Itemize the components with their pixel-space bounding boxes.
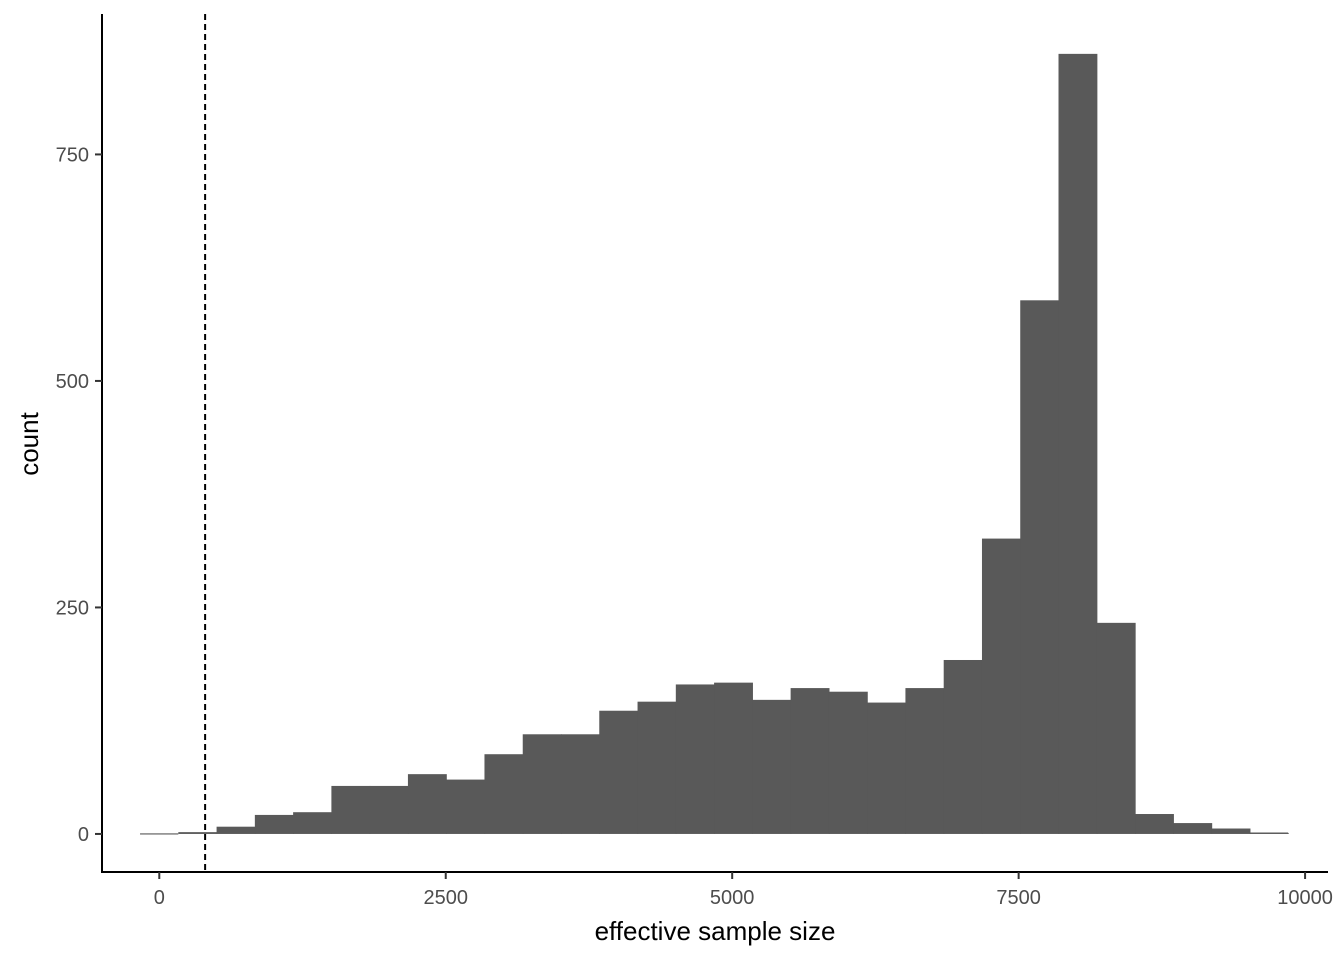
histogram-bar — [216, 826, 256, 834]
histogram-bar — [1020, 300, 1060, 834]
x-tick-label: 2500 — [423, 887, 468, 909]
histogram-bar — [1173, 823, 1213, 834]
histogram-bar — [446, 779, 486, 834]
y-tick-label: 500 — [56, 371, 89, 393]
y-axis-title: count — [14, 411, 44, 475]
histogram-bar — [1135, 814, 1174, 834]
histogram-bar — [293, 812, 332, 834]
histogram-bar — [943, 659, 983, 834]
x-tick-label: 0 — [154, 887, 165, 909]
axes — [101, 14, 1328, 873]
histogram-bar — [1211, 828, 1251, 834]
histogram-bar — [714, 682, 753, 834]
x-tick-label: 7500 — [996, 887, 1041, 909]
histogram-bar — [254, 814, 294, 834]
x-axis-title: effective sample size — [595, 916, 836, 946]
histogram-bar — [905, 688, 945, 834]
y-tick-label: 250 — [56, 597, 89, 619]
x-tick-label: 5000 — [710, 887, 755, 909]
histogram-bar — [981, 538, 1021, 834]
histogram-bar — [790, 688, 830, 834]
histogram-bars — [140, 53, 1289, 835]
histogram-bar — [178, 832, 218, 834]
histogram-bar — [331, 785, 371, 834]
histogram-bar — [828, 691, 868, 834]
histogram-bar — [675, 684, 715, 834]
histogram-bar — [1058, 53, 1098, 834]
histogram-bar — [369, 785, 409, 834]
histogram-bar — [1096, 622, 1136, 834]
histogram-bar — [867, 702, 907, 834]
axis-ticks: 0 2500 5000 7500 10000 0 250 500 750 — [56, 144, 1333, 909]
histogram-bar — [407, 774, 447, 834]
histogram-bar — [484, 754, 524, 834]
histogram-bar — [637, 701, 677, 834]
histogram-bar — [561, 734, 600, 834]
histogram-bar — [522, 734, 562, 834]
histogram-bar — [599, 710, 639, 834]
y-tick-label: 0 — [78, 824, 89, 846]
x-tick-label: 10000 — [1277, 887, 1333, 909]
y-tick-label: 750 — [56, 144, 89, 166]
histogram-bar — [752, 699, 792, 834]
